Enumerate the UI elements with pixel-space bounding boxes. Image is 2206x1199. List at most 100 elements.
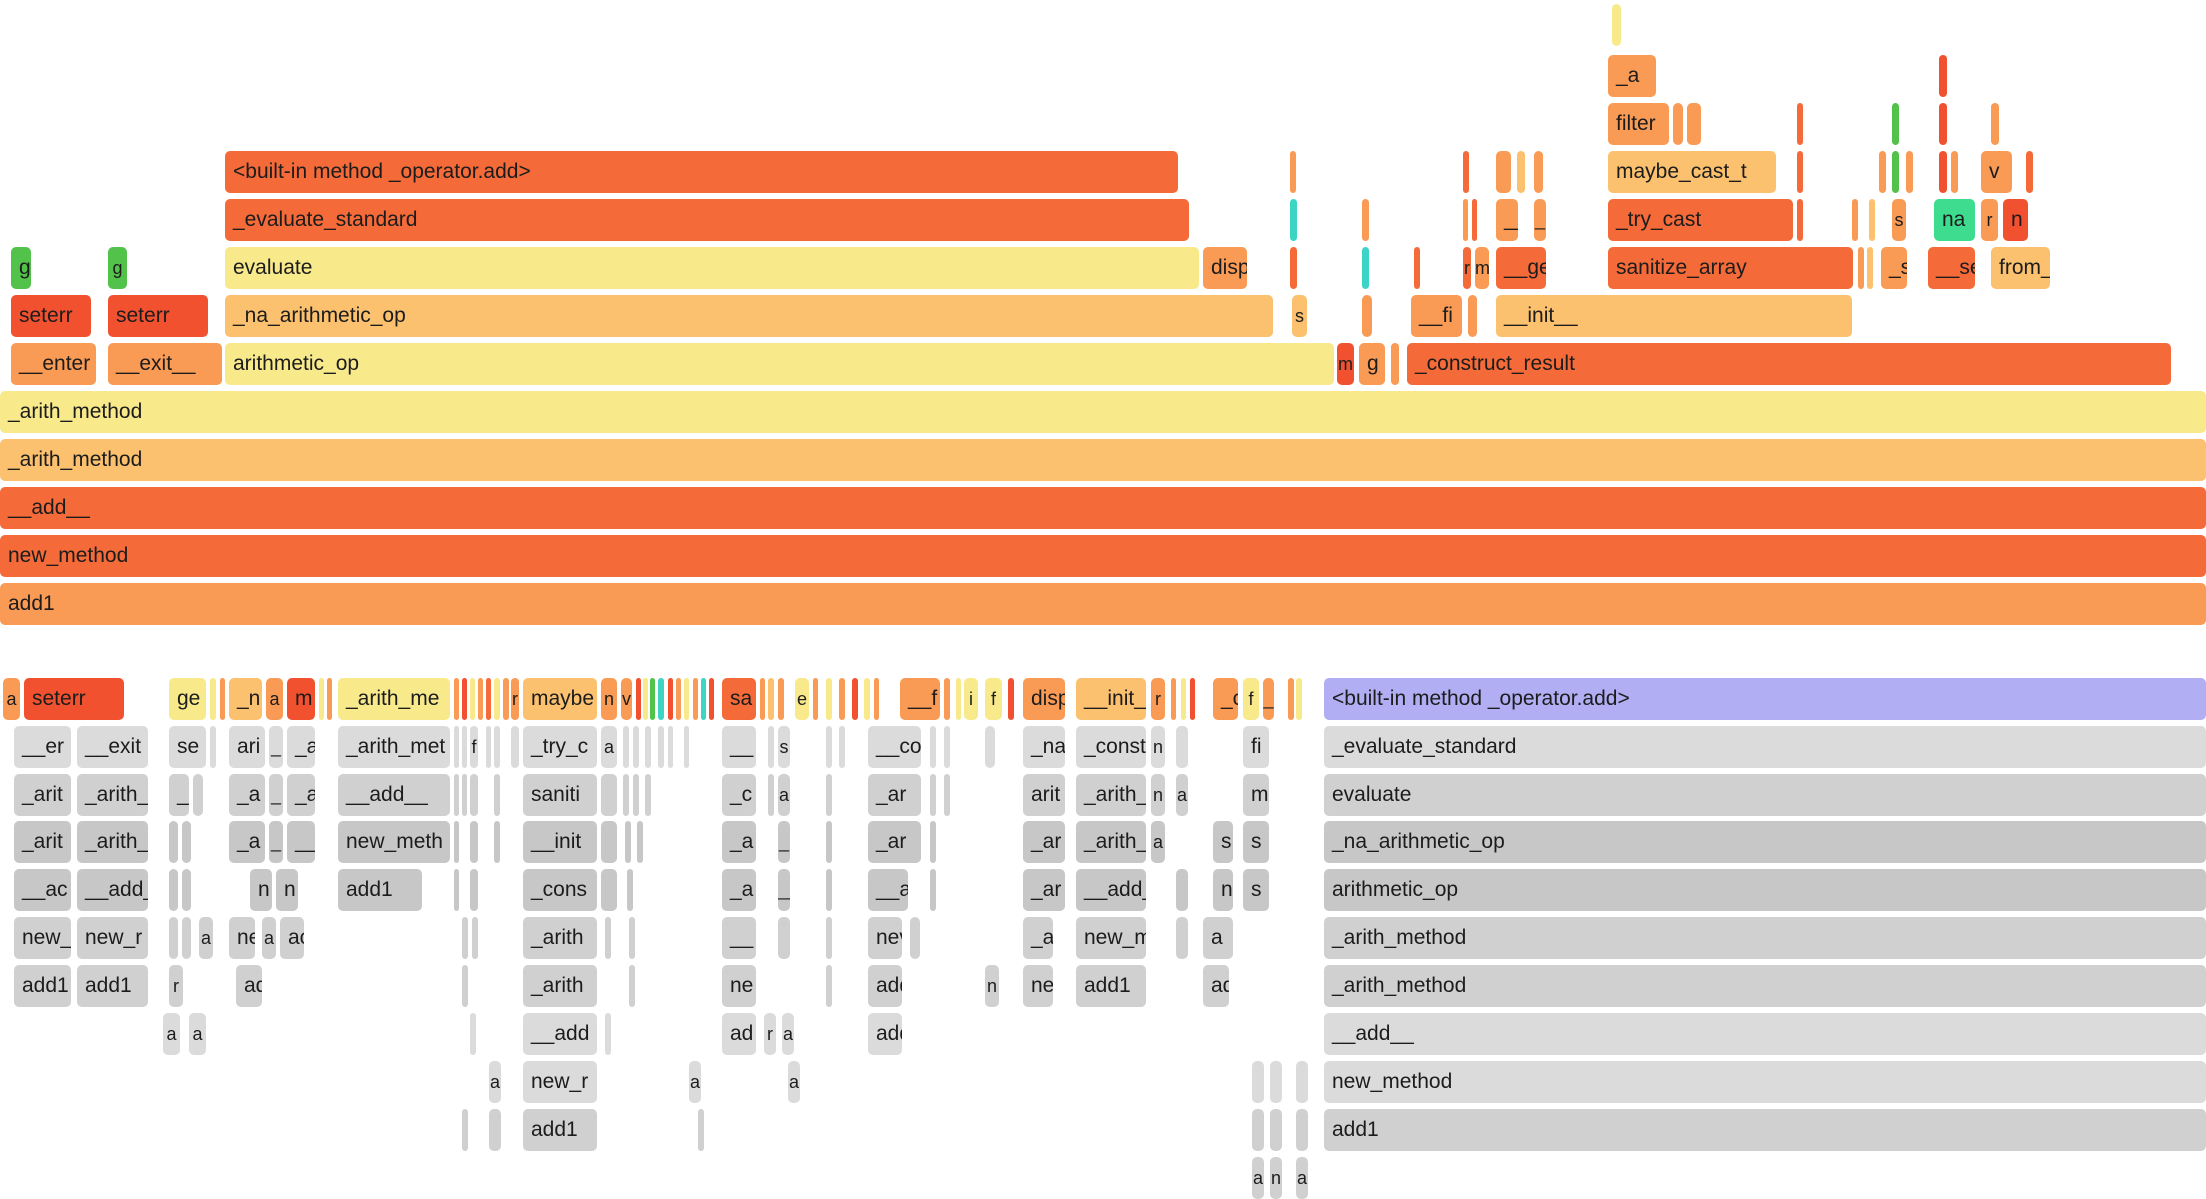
flame-frame-sliver[interactable] <box>930 726 936 768</box>
flame-frame[interactable]: _c <box>1213 678 1238 720</box>
flame-frame[interactable]: __er <box>14 726 71 768</box>
flame-frame-sliver[interactable] <box>1362 199 1369 241</box>
flame-frame[interactable]: _a <box>287 774 315 816</box>
flame-frame-sliver[interactable] <box>1797 151 1803 193</box>
flame-frame[interactable]: _ <box>169 774 189 816</box>
flame-frame[interactable]: __fi <box>1411 295 1462 337</box>
flame-frame[interactable]: sanitize_array <box>1608 247 1853 289</box>
flame-frame-sliver[interactable] <box>1290 247 1297 289</box>
flame-frame-sliver[interactable] <box>826 774 832 816</box>
flame-frame[interactable]: m <box>1243 774 1269 816</box>
flame-frame-sliver[interactable] <box>627 869 633 911</box>
flame-frame[interactable]: seterr <box>24 678 124 720</box>
flame-frame[interactable]: _arith_me <box>338 678 450 720</box>
flame-frame[interactable]: a <box>262 917 276 959</box>
flame-frame[interactable]: a <box>489 1061 501 1103</box>
flame-frame[interactable]: a <box>163 1013 180 1055</box>
flame-frame-sliver[interactable] <box>944 726 950 768</box>
flame-frame[interactable]: add1 <box>0 583 2206 625</box>
flame-frame-sliver[interactable] <box>1290 199 1297 241</box>
flame-frame-sliver[interactable] <box>778 678 784 720</box>
flame-frame[interactable]: arithmetic_op <box>225 343 1334 385</box>
flame-frame-sliver[interactable] <box>956 678 961 720</box>
flame-frame-sliver[interactable] <box>503 678 509 720</box>
flame-frame-sliver[interactable] <box>169 869 178 911</box>
flame-frame[interactable]: _ <box>778 821 790 863</box>
flame-frame[interactable]: __add_ <box>1076 869 1146 911</box>
flame-frame[interactable]: __ <box>778 869 790 911</box>
flame-frame[interactable]: _try_c <box>523 726 597 768</box>
flame-frame[interactable]: add1 <box>523 1109 597 1151</box>
flame-frame[interactable]: arithmetic_op <box>1324 869 2206 911</box>
flame-frame-sliver[interactable] <box>494 821 500 863</box>
flame-frame[interactable]: r <box>1151 678 1165 720</box>
flame-frame[interactable]: _arith_method <box>1324 917 2206 959</box>
flame-frame[interactable]: a <box>689 1061 701 1103</box>
flame-frame[interactable]: n <box>985 965 999 1007</box>
flame-frame-sliver[interactable] <box>470 869 478 911</box>
flame-frame-sliver[interactable] <box>1362 247 1369 289</box>
flame-frame-sliver[interactable] <box>454 821 459 863</box>
flame-frame[interactable]: __add__ <box>338 774 450 816</box>
flame-frame[interactable]: __ <box>722 917 756 959</box>
flame-frame[interactable]: _arith_method <box>0 391 2206 433</box>
flame-frame[interactable]: filter <box>1608 103 1669 145</box>
flame-frame-sliver[interactable] <box>658 678 664 720</box>
flame-frame-sliver[interactable] <box>813 678 818 720</box>
flame-frame[interactable]: a <box>3 678 20 720</box>
flame-frame-sliver[interactable] <box>636 678 641 720</box>
flame-frame-sliver[interactable] <box>454 774 459 816</box>
flame-frame-sliver[interactable] <box>1296 1109 1308 1151</box>
flame-frame[interactable]: __exit <box>77 726 148 768</box>
flame-frame[interactable]: new_meth <box>338 821 450 863</box>
flame-frame[interactable]: v <box>1981 151 2012 193</box>
flame-frame[interactable]: _ar <box>868 774 921 816</box>
flame-frame[interactable]: n <box>2003 199 2028 241</box>
flame-frame[interactable]: _ <box>269 821 283 863</box>
flame-frame[interactable]: new_r <box>77 917 148 959</box>
flame-frame-sliver[interactable] <box>1673 103 1683 145</box>
flame-frame[interactable]: _a <box>1608 55 1656 97</box>
flame-frame-sliver[interactable] <box>1951 151 1958 193</box>
flame-frame-sliver[interactable] <box>852 678 858 720</box>
flame-frame[interactable]: a <box>1176 774 1188 816</box>
flame-frame-sliver[interactable] <box>1687 103 1701 145</box>
flame-frame-sliver[interactable] <box>625 821 631 863</box>
flame-frame[interactable]: _arith_method <box>1324 965 2206 1007</box>
flame-frame[interactable]: __a <box>868 869 908 911</box>
flame-frame[interactable]: _const <box>1076 726 1146 768</box>
flame-frame[interactable]: new_method <box>0 535 2206 577</box>
flame-frame-sliver[interactable] <box>629 917 635 959</box>
flame-frame-sliver[interactable] <box>778 917 790 959</box>
flame-frame-sliver[interactable] <box>1176 869 1188 911</box>
flame-frame-sliver[interactable] <box>985 726 995 768</box>
flame-frame[interactable]: _na_arithmetic_op <box>225 295 1273 337</box>
flame-frame[interactable]: add1 <box>338 869 422 911</box>
flame-frame[interactable]: __exit__ <box>108 343 222 385</box>
flame-frame[interactable]: seterr <box>11 295 91 337</box>
flame-frame[interactable]: f <box>1243 678 1259 720</box>
flame-frame-sliver[interactable] <box>470 1013 476 1055</box>
flame-frame[interactable]: a <box>1252 1157 1264 1199</box>
flame-frame[interactable]: __ge <box>1496 247 1546 289</box>
flame-frame-sliver[interactable] <box>472 917 478 959</box>
flame-frame-sliver[interactable] <box>944 678 950 720</box>
flame-frame-sliver[interactable] <box>693 678 698 720</box>
flame-frame[interactable]: _arit <box>14 821 71 863</box>
flame-frame[interactable]: _a <box>722 821 756 863</box>
flame-frame[interactable]: _arith_method <box>0 439 2206 481</box>
flame-frame[interactable]: n <box>601 678 617 720</box>
flame-frame-sliver[interactable] <box>768 678 774 720</box>
flame-frame-sliver[interactable] <box>637 821 643 863</box>
flame-frame[interactable]: e <box>795 678 809 720</box>
flame-frame-sliver[interactable] <box>1892 151 1899 193</box>
flame-frame-sliver[interactable] <box>210 678 216 720</box>
flame-frame[interactable]: _ar <box>1023 821 1065 863</box>
flame-frame-sliver[interactable] <box>470 821 478 863</box>
flame-frame-sliver[interactable] <box>1190 678 1195 720</box>
flame-frame[interactable]: add1 <box>1324 1109 2206 1151</box>
flame-frame-sliver[interactable] <box>1858 247 1864 289</box>
flame-frame[interactable]: ne <box>722 965 756 1007</box>
flame-frame-sliver[interactable] <box>1296 678 1302 720</box>
flame-frame-sliver[interactable] <box>684 678 689 720</box>
